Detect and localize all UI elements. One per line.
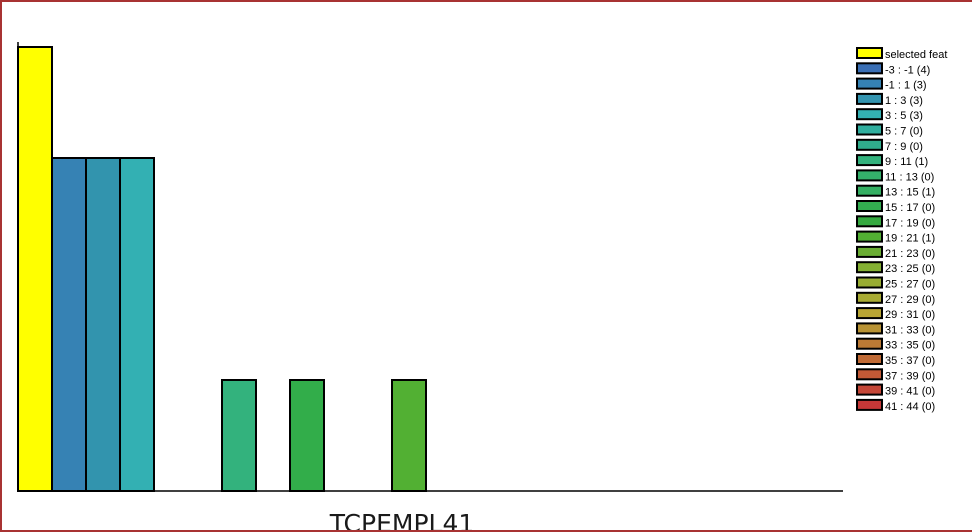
- legend-label-19: 33 : 35 (0): [885, 340, 935, 352]
- legend-label-17: 29 : 31 (0): [885, 309, 935, 321]
- legend-swatch-3: [856, 92, 883, 105]
- legend-swatch-6: [856, 138, 883, 151]
- legend-swatch-20: [856, 353, 883, 365]
- bar-2: [85, 157, 121, 492]
- legend-label-14: 23 : 25 (0): [885, 263, 935, 275]
- legend-swatch-13: [856, 245, 883, 258]
- legend-swatch-2: [856, 77, 883, 90]
- legend-swatch-21: [856, 368, 883, 381]
- legend-label-18: 31 : 33 (0): [885, 324, 935, 336]
- legend-label-5: 5 : 7 (0): [885, 126, 923, 138]
- bar-8: [289, 379, 325, 492]
- legend: selected feat -3 : -1 (4) -1 : 1 (3) 1 : 3 …: [856, 47, 947, 413]
- legend-swatch-8: [856, 169, 883, 182]
- legend-swatch-15: [856, 276, 883, 289]
- legend-label-10: 15 : 17 (0): [885, 202, 935, 214]
- legend-label-3: 1 : 3 (3): [885, 95, 923, 107]
- legend-swatch-17: [856, 307, 883, 320]
- legend-swatch-16: [856, 291, 883, 304]
- legend-swatch-23: [856, 398, 883, 411]
- legend-label-12: 19 : 21 (1): [885, 233, 935, 245]
- legend-label-1: -3 : -1 (4): [885, 64, 930, 76]
- legend-swatch-1: [856, 62, 883, 75]
- legend-swatch-10: [856, 200, 883, 212]
- legend-label-0: selected feat: [885, 49, 947, 61]
- legend-label-6: 7 : 9 (0): [885, 141, 923, 153]
- legend-label-22: 39 : 41 (0): [885, 386, 935, 398]
- legend-swatch-11: [856, 215, 883, 228]
- legend-swatch-14: [856, 261, 883, 274]
- legend-swatch-18: [856, 322, 883, 335]
- bar-1: [51, 157, 87, 492]
- x-axis-label: TCPEMPL41: [329, 509, 475, 532]
- legend-swatch-19: [856, 337, 883, 350]
- legend-label-11: 17 : 19 (0): [885, 217, 935, 229]
- legend-label-9: 13 : 15 (1): [885, 187, 935, 199]
- legend-swatch-4: [856, 108, 883, 121]
- legend-label-7: 9 : 11 (1): [885, 156, 928, 168]
- legend-label-23: 41 : 44 (0): [885, 401, 935, 413]
- legend-label-4: 3 : 5 (3): [885, 110, 923, 122]
- legend-swatch-5: [856, 123, 883, 136]
- bar-6: [221, 379, 257, 492]
- legend-label-15: 25 : 27 (0): [885, 279, 935, 291]
- legend-label-21: 37 : 39 (0): [885, 370, 935, 382]
- legend-label-13: 21 : 23 (0): [885, 248, 935, 260]
- bar-0: [17, 46, 53, 492]
- legend-swatch-7: [856, 154, 883, 167]
- legend-swatch-22: [856, 383, 883, 396]
- legend-swatch-0: [856, 47, 883, 59]
- legend-swatch-12: [856, 230, 883, 243]
- legend-label-16: 27 : 29 (0): [885, 294, 935, 306]
- legend-label-2: -1 : 1 (3): [885, 80, 927, 92]
- bars-layer: [17, 46, 427, 492]
- bar-3: [119, 157, 155, 492]
- legend-label-8: 11 : 13 (0): [885, 171, 934, 183]
- bar-11: [391, 379, 427, 492]
- legend-swatch-9: [856, 184, 883, 197]
- legend-label-20: 35 : 37 (0): [885, 355, 935, 367]
